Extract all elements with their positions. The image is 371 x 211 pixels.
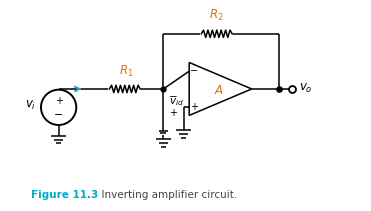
- Text: $v_o$: $v_o$: [299, 82, 313, 95]
- Text: $R_1$: $R_1$: [119, 64, 134, 79]
- Text: $v_i$: $v_i$: [26, 99, 37, 112]
- Text: +: +: [190, 102, 198, 112]
- Text: −: −: [168, 92, 177, 102]
- Text: $A$: $A$: [214, 84, 224, 97]
- Text: −: −: [190, 66, 198, 76]
- Text: $R_2$: $R_2$: [210, 8, 224, 23]
- Text: −: −: [54, 110, 63, 120]
- Text: Figure 11.3: Figure 11.3: [31, 190, 98, 200]
- Text: +: +: [55, 96, 63, 106]
- Text: $v_{id}$: $v_{id}$: [168, 96, 183, 108]
- Text: Inverting amplifier circuit.: Inverting amplifier circuit.: [95, 190, 238, 200]
- Text: +: +: [168, 108, 177, 118]
